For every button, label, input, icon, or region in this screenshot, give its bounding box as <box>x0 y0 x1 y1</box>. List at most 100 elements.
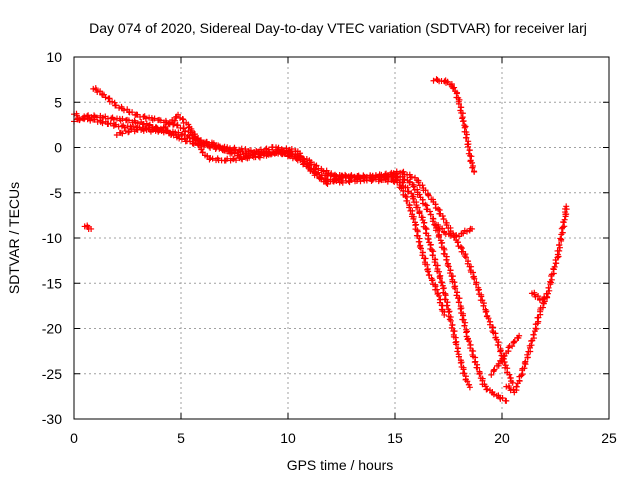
data-point <box>469 164 476 171</box>
data-point <box>162 123 169 130</box>
data-point <box>425 268 432 275</box>
data-point <box>142 115 149 122</box>
data-point <box>80 114 87 121</box>
data-point <box>119 115 126 122</box>
data-point <box>457 243 464 250</box>
data-point <box>224 155 231 162</box>
y-tick-label: -25 <box>42 366 62 382</box>
data-point <box>497 348 504 355</box>
data-point <box>521 365 528 372</box>
data-point <box>313 162 320 169</box>
data-point <box>414 204 421 211</box>
data-point <box>199 149 206 156</box>
data-point <box>125 129 132 136</box>
data-point <box>402 193 409 200</box>
data-point <box>425 192 432 199</box>
data-point <box>307 159 314 166</box>
data-point <box>557 235 564 242</box>
data-point <box>466 338 473 345</box>
data-point <box>310 166 317 173</box>
data-point <box>503 397 510 404</box>
data-point <box>408 190 415 197</box>
x-tick-label: 5 <box>177 430 185 446</box>
data-point <box>444 262 451 269</box>
data-point <box>129 109 136 116</box>
data-point <box>205 141 212 148</box>
data-point <box>559 229 566 236</box>
data-point <box>275 144 282 151</box>
data-point <box>427 211 434 218</box>
data-point <box>465 143 472 150</box>
data-point <box>230 156 237 163</box>
data-point <box>400 168 407 175</box>
data-point <box>324 181 331 188</box>
data-point <box>180 125 187 132</box>
data-point <box>439 212 446 219</box>
data-point <box>436 226 443 233</box>
data-point <box>181 132 188 139</box>
data-point <box>110 116 117 123</box>
data-point <box>510 339 517 346</box>
data-point <box>451 328 458 335</box>
data-point <box>490 367 497 374</box>
data-point <box>453 341 460 348</box>
data-point <box>507 387 514 394</box>
data-point <box>323 179 330 186</box>
data-point <box>510 386 517 393</box>
data-point <box>459 312 466 319</box>
data-point <box>107 120 114 127</box>
data-point <box>422 225 429 232</box>
data-point <box>475 287 482 294</box>
data-point <box>509 343 516 350</box>
data-point <box>219 144 226 151</box>
data-point <box>76 117 83 124</box>
data-point <box>416 210 423 217</box>
data-point <box>419 182 426 189</box>
series-track-2 <box>90 85 510 404</box>
data-point <box>482 309 489 316</box>
data-point <box>511 338 518 345</box>
data-point <box>120 107 127 114</box>
data-point <box>445 263 452 270</box>
data-point <box>236 146 243 153</box>
data-point <box>507 374 514 381</box>
data-point <box>416 191 423 198</box>
data-point <box>204 153 211 160</box>
data-point <box>166 129 173 136</box>
data-point <box>121 124 128 131</box>
data-point <box>501 359 508 366</box>
data-point <box>281 150 288 157</box>
data-point <box>458 104 465 111</box>
data-point <box>94 89 101 96</box>
data-point <box>417 245 424 252</box>
data-point <box>556 247 563 254</box>
data-point <box>430 77 437 84</box>
data-point <box>556 241 563 248</box>
data-point <box>171 117 178 124</box>
data-point <box>347 175 354 182</box>
data-point <box>509 379 516 386</box>
data-point <box>491 366 498 373</box>
data-point <box>128 126 135 133</box>
data-point <box>463 254 470 261</box>
x-axis-label: GPS time / hours <box>287 457 394 473</box>
data-point <box>454 239 461 246</box>
data-point <box>102 94 109 101</box>
data-point <box>480 302 487 309</box>
series-track-8 <box>430 76 478 175</box>
data-point <box>173 122 180 129</box>
data-point <box>457 305 464 312</box>
data-point <box>369 175 376 182</box>
data-point <box>410 195 417 202</box>
data-point <box>158 128 165 135</box>
data-point <box>518 372 525 379</box>
series-track-6 <box>488 332 523 378</box>
chart-title: Day 074 of 2020, Sidereal Day-to-day VTE… <box>89 20 587 36</box>
data-point <box>301 158 308 165</box>
data-point <box>469 225 476 232</box>
x-tick-label: 25 <box>601 430 617 446</box>
data-point <box>488 371 495 378</box>
data-point <box>474 364 481 371</box>
data-point <box>220 147 227 154</box>
data-point <box>546 287 553 294</box>
